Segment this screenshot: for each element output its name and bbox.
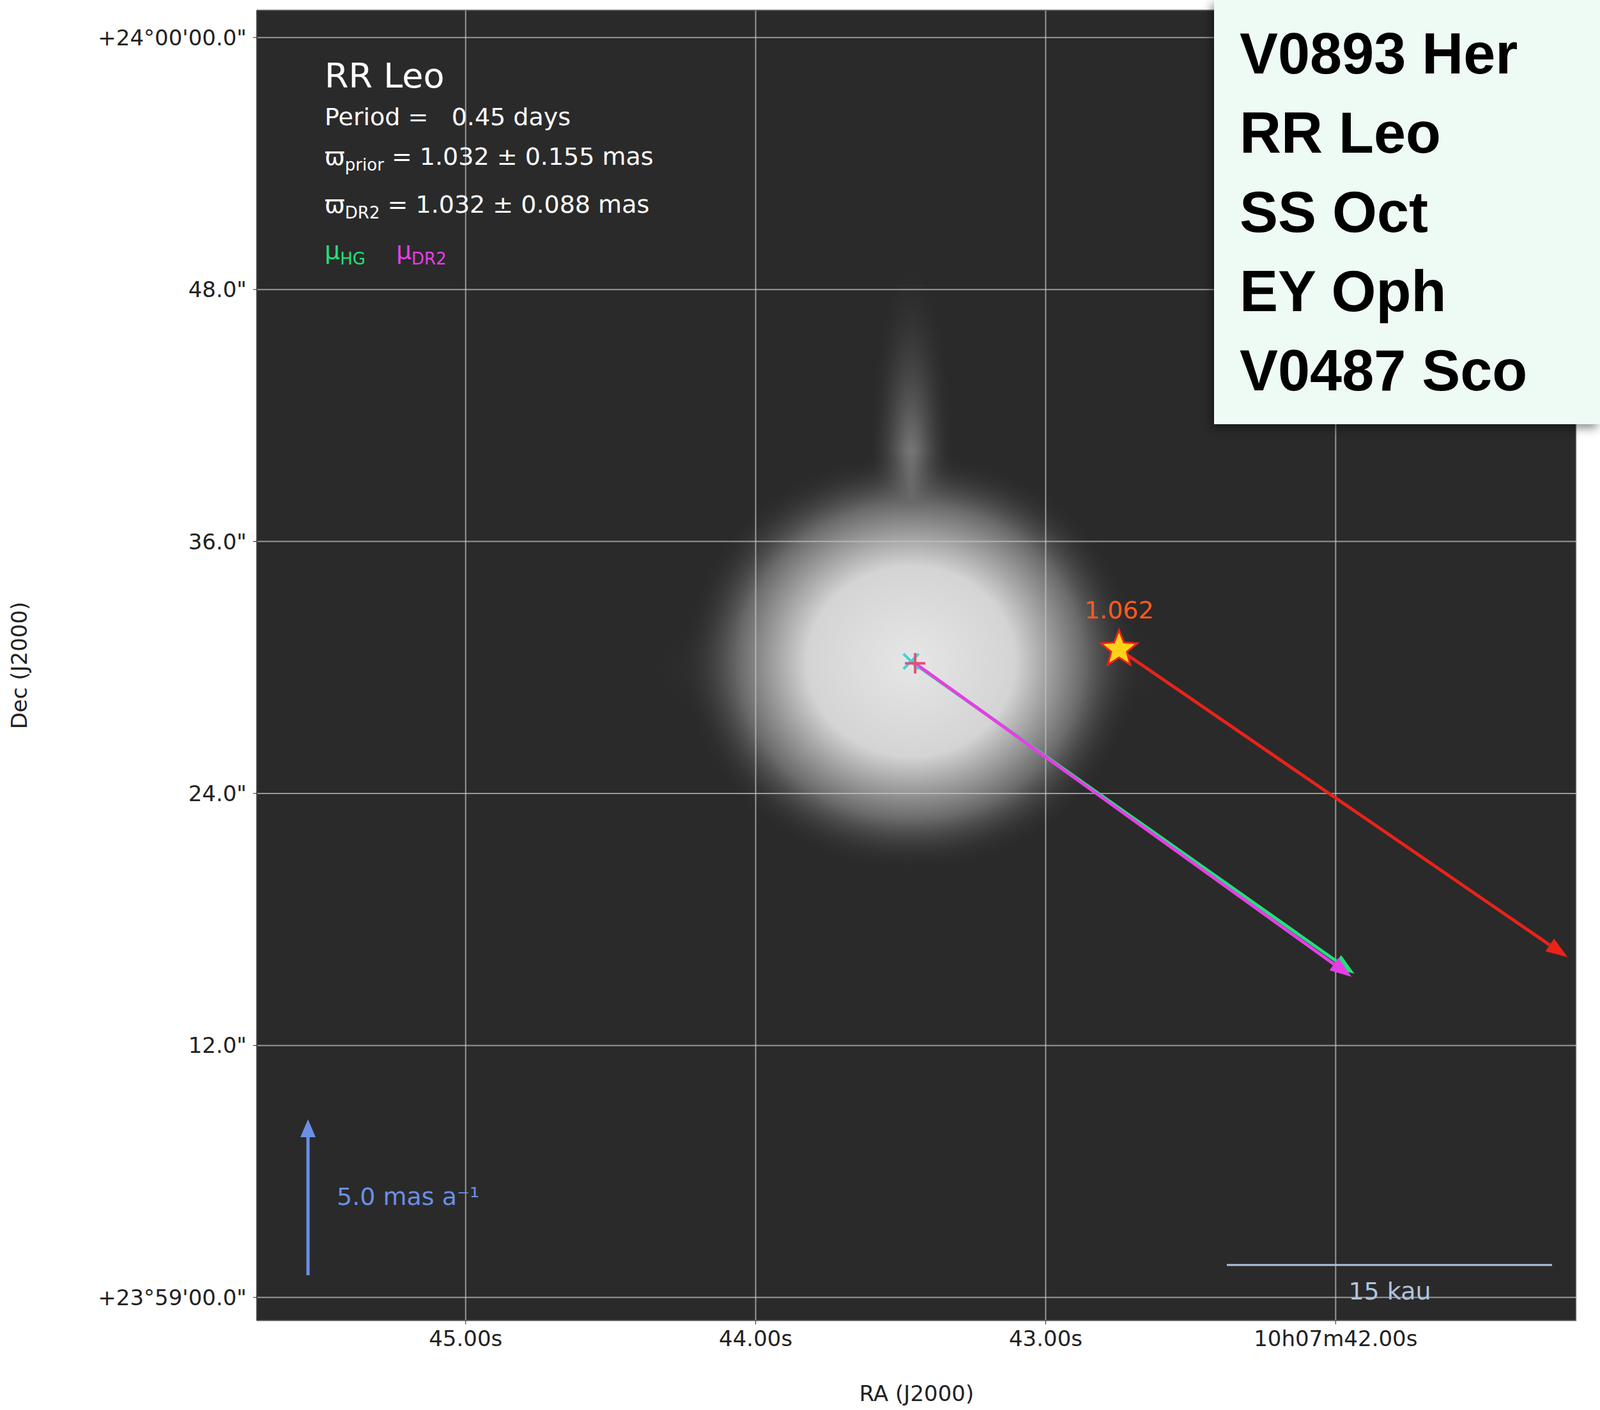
svg-text:+24°00'00.0": +24°00'00.0" — [97, 24, 247, 51]
svg-text:12.0": 12.0" — [188, 1032, 247, 1059]
svg-text:36.0": 36.0" — [188, 529, 247, 555]
html-text:RR Leo: RR Leo — [1239, 100, 1441, 165]
html-text:SS Oct: SS Oct — [1239, 180, 1429, 245]
svg-text:45.00s: 45.00s — [428, 1325, 503, 1352]
html-text:ϖDR2= 1.032 ± 0.088 mas: ϖDR2= 1.032 ± 0.088 mas — [324, 190, 650, 222]
html-text:EY Oph: EY Oph — [1239, 259, 1447, 324]
html-text:RR Leo: RR Leo — [324, 55, 445, 96]
html-text:Period = 0.45 days: Period = 0.45 days — [324, 102, 571, 131]
svg-text:15 kau: 15 kau — [1348, 1277, 1431, 1306]
svg-text:5.0 mas a⁻¹: 5.0 mas a⁻¹ — [336, 1182, 480, 1211]
html-text:μDR2: μDR2 — [396, 236, 447, 269]
svg-text:48.0": 48.0" — [188, 276, 247, 303]
svg-text:RA (J2000): RA (J2000) — [859, 1380, 974, 1407]
svg-text:44.00s: 44.00s — [718, 1325, 793, 1352]
svg-text:+23°59'00.0": +23°59'00.0" — [97, 1284, 247, 1311]
html-text:μHG: μHG — [324, 236, 366, 269]
svg-text:24.0": 24.0" — [188, 780, 247, 807]
html-text:V0487 Sco: V0487 Sco — [1239, 338, 1528, 403]
svg-text:Dec (J2000): Dec (J2000) — [6, 601, 32, 730]
html-text:V0893 Her: V0893 Her — [1239, 21, 1518, 86]
svg-text:10h07m42.00s: 10h07m42.00s — [1253, 1325, 1418, 1352]
svg-text:1.062: 1.062 — [1084, 596, 1154, 625]
svg-text:43.00s: 43.00s — [1008, 1325, 1083, 1352]
html-text:ϖprior= 1.032 ± 0.155 mas: ϖprior= 1.032 ± 0.155 mas — [324, 142, 654, 175]
